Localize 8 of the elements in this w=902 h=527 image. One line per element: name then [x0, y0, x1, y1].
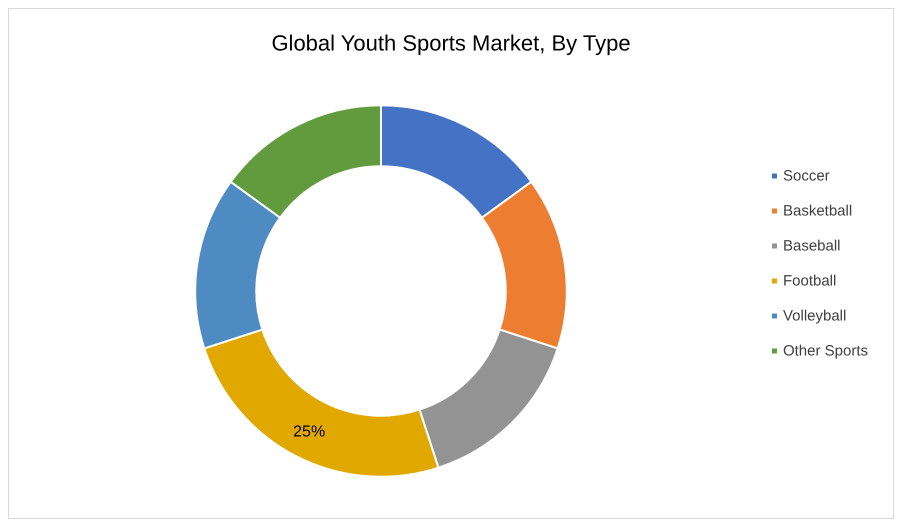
legend-label: Other Sports — [782, 342, 868, 360]
data-label: 25% — [293, 423, 326, 440]
legend-label: Baseball — [782, 238, 841, 254]
legend-label: Football — [782, 272, 836, 290]
chart-title: Global Youth Sports Market, By Type — [271, 30, 631, 56]
legend-label: Soccer — [782, 168, 830, 184]
legend-label: Volleyball — [782, 308, 846, 324]
legend-label: Basketball — [782, 202, 852, 220]
